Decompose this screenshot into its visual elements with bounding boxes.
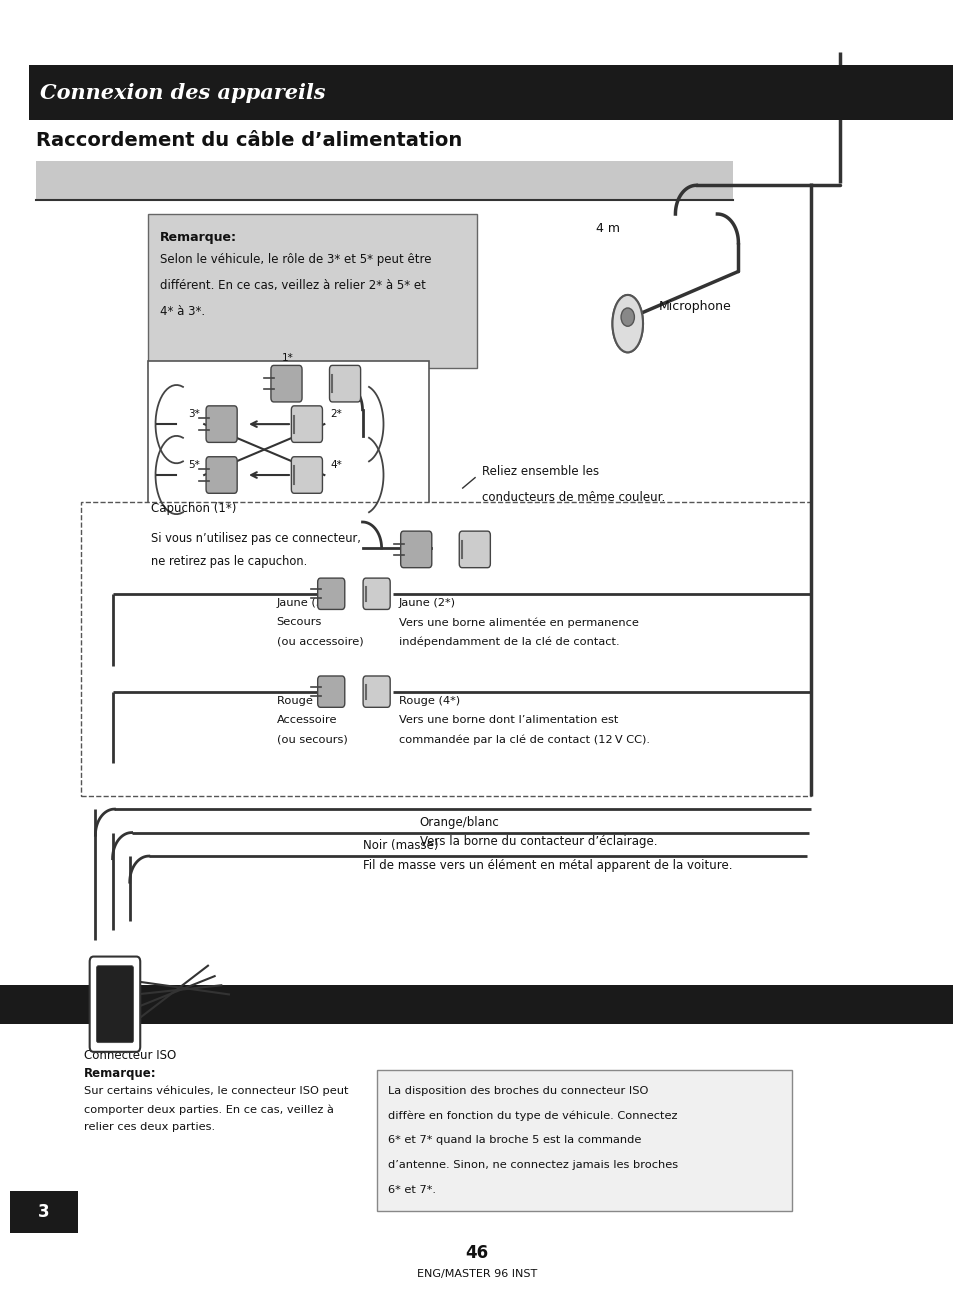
Text: 5*: 5*: [189, 459, 200, 470]
Text: Rouge (4*): Rouge (4*): [398, 696, 459, 706]
Text: Remarque:: Remarque:: [160, 231, 237, 244]
Bar: [36, 161, 732, 200]
Text: Remarque:: Remarque:: [84, 1067, 156, 1081]
Bar: [376, 1070, 791, 1211]
Text: ne retirez pas le capuchon.: ne retirez pas le capuchon.: [151, 555, 307, 568]
Text: Capuchon (1*): Capuchon (1*): [151, 502, 235, 515]
Text: diffère en fonction du type de véhicule. Connectez: diffère en fonction du type de véhicule.…: [388, 1111, 677, 1121]
Text: La disposition des broches du connecteur ISO: La disposition des broches du connecteur…: [388, 1086, 648, 1096]
Bar: [148, 361, 429, 525]
Bar: [0, 985, 953, 1024]
Text: Secours: Secours: [276, 617, 322, 628]
Text: Raccordement du câble d’alimentation: Raccordement du câble d’alimentation: [36, 130, 462, 150]
Text: 46: 46: [465, 1244, 488, 1262]
Text: 6* et 7*.: 6* et 7*.: [388, 1185, 436, 1195]
Text: Noir (masse): Noir (masse): [362, 839, 437, 852]
Text: (ou secours): (ou secours): [276, 735, 347, 745]
Ellipse shape: [612, 295, 642, 352]
FancyBboxPatch shape: [291, 457, 322, 493]
Text: 4 m: 4 m: [596, 222, 619, 235]
Text: Vers une borne dont l’alimentation est: Vers une borne dont l’alimentation est: [398, 715, 618, 726]
Bar: [148, 214, 476, 368]
Text: indépendamment de la clé de contact.: indépendamment de la clé de contact.: [398, 637, 618, 647]
FancyBboxPatch shape: [206, 457, 237, 493]
Bar: [10, 1191, 78, 1233]
FancyBboxPatch shape: [90, 957, 140, 1052]
Bar: [29, 65, 953, 120]
Text: 4* à 3*.: 4* à 3*.: [160, 305, 205, 318]
Text: relier ces deux parties.: relier ces deux parties.: [84, 1122, 214, 1133]
Text: Si vous n’utilisez pas ce connecteur,: Si vous n’utilisez pas ce connecteur,: [151, 532, 360, 545]
Text: différent. En ce cas, veillez à relier 2* à 5* et: différent. En ce cas, veillez à relier 2…: [160, 279, 426, 292]
Text: Connecteur ISO: Connecteur ISO: [84, 1049, 176, 1062]
FancyBboxPatch shape: [317, 578, 344, 609]
Text: 3: 3: [38, 1203, 50, 1221]
Text: ENG/MASTER 96 INST: ENG/MASTER 96 INST: [416, 1268, 537, 1279]
FancyBboxPatch shape: [458, 531, 490, 568]
Text: 4*: 4*: [330, 459, 341, 470]
FancyBboxPatch shape: [291, 406, 322, 442]
FancyBboxPatch shape: [271, 365, 302, 402]
Text: Orange/blanc: Orange/blanc: [419, 816, 499, 829]
FancyBboxPatch shape: [96, 966, 133, 1043]
Text: Vers la borne du contacteur d’éclairage.: Vers la borne du contacteur d’éclairage.: [419, 835, 657, 848]
Text: 1*: 1*: [282, 352, 294, 363]
Text: 2*: 2*: [330, 408, 341, 419]
Text: Fil de masse vers un élément en métal apparent de la voiture.: Fil de masse vers un élément en métal ap…: [362, 859, 731, 872]
Text: comporter deux parties. En ce cas, veillez à: comporter deux parties. En ce cas, veill…: [84, 1104, 334, 1114]
Text: Vers une borne alimentée en permanence: Vers une borne alimentée en permanence: [398, 617, 638, 628]
Text: Connexion des appareils: Connexion des appareils: [40, 82, 325, 103]
Text: Jaune (2*): Jaune (2*): [398, 598, 456, 608]
Text: Sur certains véhicules, le connecteur ISO peut: Sur certains véhicules, le connecteur IS…: [84, 1086, 348, 1096]
Text: 3*: 3*: [189, 408, 200, 419]
FancyBboxPatch shape: [206, 406, 237, 442]
Text: (ou accessoire): (ou accessoire): [276, 637, 363, 647]
Text: d’antenne. Sinon, ne connectez jamais les broches: d’antenne. Sinon, ne connectez jamais le…: [388, 1160, 678, 1171]
FancyBboxPatch shape: [363, 676, 390, 707]
FancyBboxPatch shape: [400, 531, 432, 568]
Text: conducteurs de même couleur.: conducteurs de même couleur.: [481, 491, 664, 504]
Text: Rouge (5*): Rouge (5*): [276, 696, 337, 706]
FancyBboxPatch shape: [329, 365, 360, 402]
Text: Microphone: Microphone: [658, 300, 730, 313]
FancyBboxPatch shape: [317, 676, 344, 707]
Text: Reliez ensemble les: Reliez ensemble les: [481, 465, 598, 478]
Text: Jaune (3*): Jaune (3*): [276, 598, 334, 608]
Text: Selon le véhicule, le rôle de 3* et 5* peut être: Selon le véhicule, le rôle de 3* et 5* p…: [160, 253, 432, 266]
Text: 6* et 7* quand la broche 5 est la commande: 6* et 7* quand la broche 5 est la comman…: [388, 1135, 641, 1146]
Bar: [81, 502, 810, 796]
FancyBboxPatch shape: [363, 578, 390, 609]
Text: Accessoire: Accessoire: [276, 715, 336, 726]
Text: commandée par la clé de contact (12 V CC).: commandée par la clé de contact (12 V CC…: [398, 735, 649, 745]
Circle shape: [620, 308, 634, 326]
